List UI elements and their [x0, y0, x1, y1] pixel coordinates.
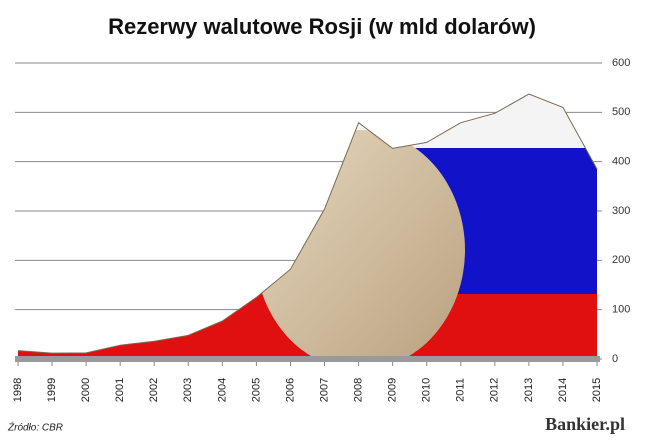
x-tick-label: 1999 — [46, 378, 58, 402]
x-tick-label: 2015 — [591, 378, 603, 402]
y-tick-label: 400 — [612, 156, 630, 168]
y-tick-label: 200 — [612, 254, 630, 266]
x-tick-label: 2002 — [148, 378, 160, 402]
x-tick-label: 2009 — [387, 378, 399, 402]
chart-title: Rezerwy walutowe Rosji (w mld dolarów) — [108, 14, 536, 39]
x-tick-label: 2007 — [318, 378, 330, 402]
x-tick-label: 2000 — [80, 378, 92, 402]
x-tick-label: 2006 — [284, 378, 296, 402]
y-tick-label: 0 — [612, 353, 618, 365]
x-tick-label: 2001 — [114, 378, 126, 402]
y-tick-label: 100 — [612, 304, 630, 316]
x-tick-label: 2004 — [216, 378, 228, 402]
y-tick-label: 500 — [612, 106, 630, 118]
x-tick-label: 2008 — [352, 378, 364, 402]
y-tick-label: 600 — [612, 57, 630, 69]
x-tick-label: 2012 — [489, 378, 501, 402]
x-tick-label: 2011 — [455, 378, 467, 402]
x-tick-label: 2013 — [523, 378, 535, 402]
x-tick-label: 2003 — [182, 378, 194, 402]
area-line — [17, 93, 598, 354]
x-tick-label: 2014 — [557, 378, 569, 402]
y-tick-label: 300 — [612, 205, 630, 217]
x-tick-label: 2010 — [421, 378, 433, 402]
source: Źródło: CBR — [7, 421, 63, 434]
brand: Bankier.pl — [545, 414, 625, 434]
x-axis — [15, 356, 600, 362]
x-tick-label: 1998 — [12, 378, 24, 402]
x-tick-label: 2005 — [250, 378, 262, 402]
